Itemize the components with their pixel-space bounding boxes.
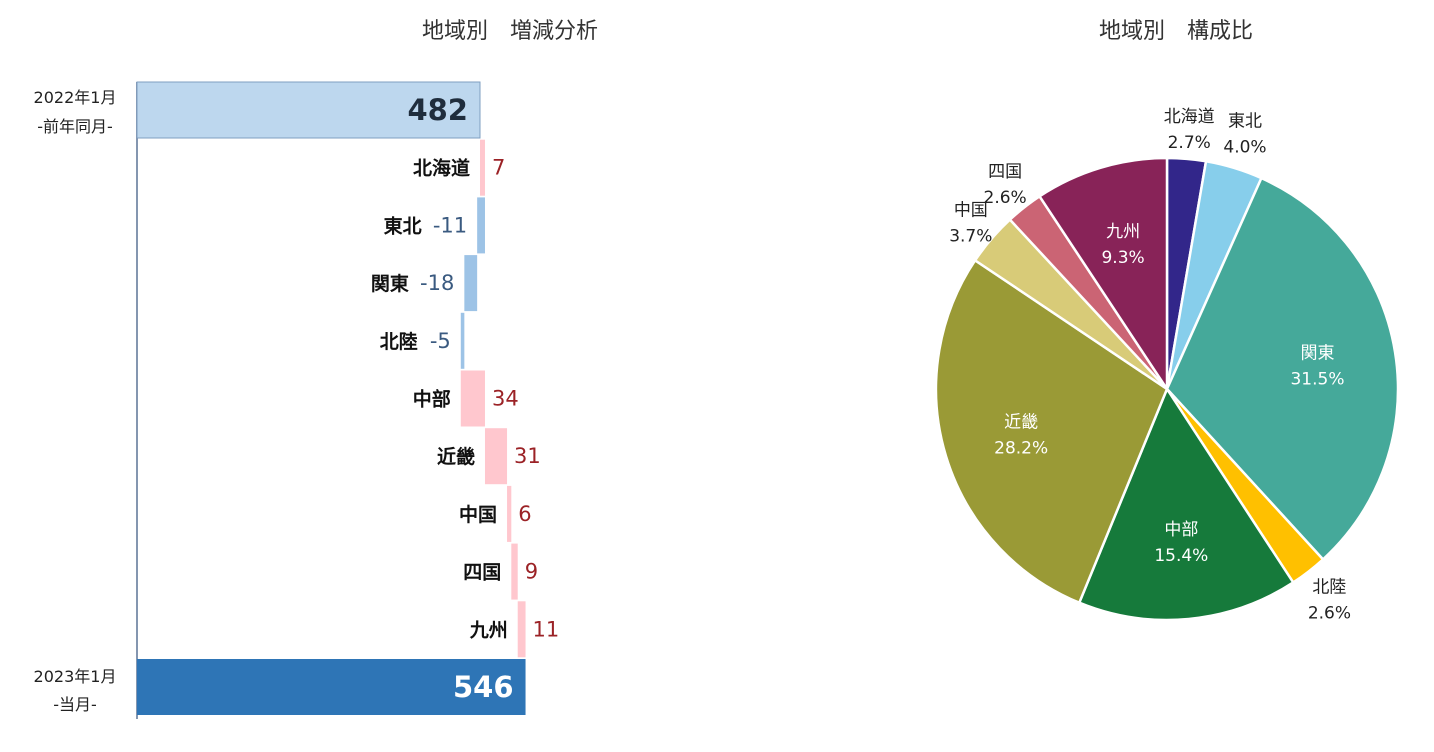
waterfall-bar-6 (484, 428, 508, 485)
category-label-4: 北陸 (380, 330, 418, 353)
start-period-label: 2022年1月 (34, 88, 117, 107)
change-value-2: -11 (433, 213, 467, 237)
category-label-8: 四国 (463, 562, 501, 584)
pie-title: 地域別 構成比 (1099, 19, 1253, 44)
waterfall-bar-4 (460, 312, 465, 369)
category-label-9: 九州 (469, 619, 508, 641)
pie-label-category-9: 九州 (1106, 222, 1140, 242)
pie-label-category-2: 東北 (1228, 112, 1262, 132)
category-label-2: 東北 (384, 214, 422, 237)
end-total-bar (137, 659, 526, 715)
change-value-4: -5 (430, 329, 451, 353)
pie-label-percent-8: 2.6% (984, 188, 1027, 208)
change-value-3: -18 (420, 271, 454, 295)
change-value-1: 7 (492, 156, 505, 180)
pie-label-category-7: 中国 (954, 200, 988, 220)
end-period-label: 2023年1月 (34, 667, 117, 686)
category-label-3: 関東 (371, 272, 409, 295)
pie-slice-5 (1077, 386, 1295, 622)
waterfall-bar-3 (464, 255, 478, 312)
pie-slice-3 (1165, 176, 1400, 562)
waterfall-bar-2 (477, 197, 485, 254)
end-total-value: 546 (453, 670, 514, 704)
change-value-6: 31 (514, 444, 541, 468)
pie-label-percent-5: 15.4% (1154, 546, 1208, 566)
waterfall-bar-1 (480, 139, 485, 196)
pie-label-category-1: 北海道 (1164, 107, 1215, 127)
pie-label-percent-7: 3.7% (949, 226, 992, 246)
pie-label-category-5: 中部 (1164, 520, 1198, 540)
category-label-1: 北海道 (413, 157, 470, 180)
pie-label-percent-4: 2.6% (1308, 603, 1351, 623)
pie-label-percent-9: 9.3% (1101, 248, 1144, 268)
pie-label-category-8: 四国 (988, 162, 1022, 182)
waterfall-bar-9 (517, 601, 526, 658)
waterfall-bar-5 (460, 370, 485, 427)
waterfall-bar-7 (507, 485, 512, 542)
change-value-7: 6 (518, 502, 531, 526)
pie-label-percent-3: 31.5% (1290, 370, 1344, 390)
start-period-sublabel: -前年同月- (37, 117, 113, 136)
category-label-7: 中国 (459, 503, 497, 526)
change-value-5: 34 (492, 387, 519, 411)
pie-label-percent-1: 2.7% (1168, 133, 1211, 153)
pie-plot: 北海道 2.7% 東北 4.0% 関東 31.5% 北陸 2.6% 中部 15.4% 近畿 28.2%… (934, 107, 1400, 623)
waterfall-title: 地域別 増減分析 (422, 19, 598, 44)
pie-label-category-6: 近畿 (1004, 412, 1038, 432)
pie-slice-6 (934, 258, 1169, 605)
pie-label-percent-2: 4.0% (1223, 138, 1266, 158)
pie-label-percent-6: 28.2% (994, 438, 1048, 458)
change-value-9: 11 (533, 617, 560, 641)
change-value-8: 9 (525, 560, 538, 584)
start-total-bar (136, 81, 481, 139)
category-label-5: 中部 (413, 388, 451, 411)
waterfall-bar-8 (511, 543, 518, 600)
pie-label-category-3: 関東 (1301, 344, 1335, 364)
pie-label-category-4: 北陸 (1312, 577, 1346, 597)
pie-slice-9 (1037, 156, 1169, 394)
end-period-sublabel: -当月- (53, 695, 97, 714)
category-label-6: 近畿 (437, 445, 475, 468)
start-total-value: 482 (407, 93, 468, 127)
